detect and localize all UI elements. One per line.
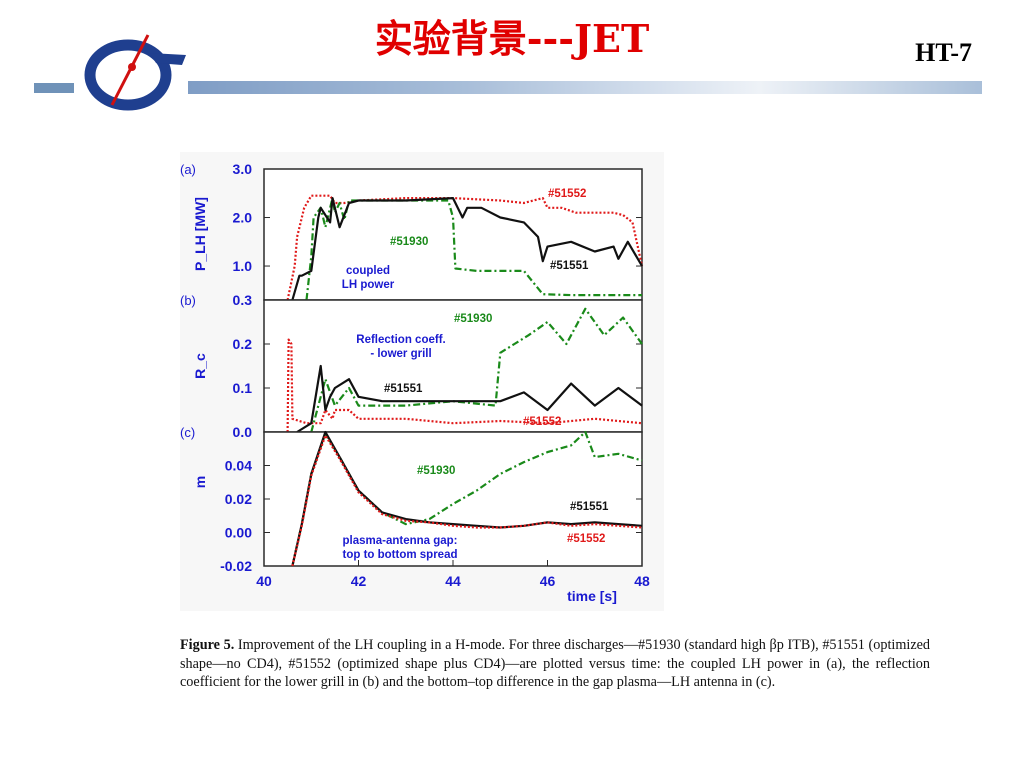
plot-frame-3 bbox=[263, 431, 643, 567]
y-axis-label: m bbox=[192, 476, 208, 488]
series-line-51551 bbox=[291, 196, 643, 301]
x-tick-label: 42 bbox=[351, 573, 367, 589]
x-tick-label: 44 bbox=[445, 573, 461, 589]
x-tick-label: 40 bbox=[256, 573, 272, 589]
y-tick-label: -0.02 bbox=[220, 558, 252, 574]
y-tick-label: 0.00 bbox=[225, 525, 252, 541]
chart-figure: (a) P_LH [MW] 3.0 2.0 1.0 0.3 coupled LH power #… bbox=[180, 161, 650, 604]
y-tick-label: 2.0 bbox=[233, 210, 253, 226]
figure-caption: Figure 5. Improvement of the LH coupling… bbox=[180, 636, 930, 692]
series-line-51552 bbox=[286, 194, 644, 301]
y-axis-label: R_c bbox=[192, 353, 208, 379]
panel-label: (a) bbox=[180, 162, 196, 177]
annotation-label: #51552 bbox=[567, 533, 605, 545]
annotation-label: coupled bbox=[346, 265, 390, 277]
header-bar-left bbox=[34, 83, 74, 93]
slide-tag: HT-7 bbox=[915, 38, 972, 67]
y-tick-label: 0.02 bbox=[225, 491, 252, 507]
ipp-logo-icon bbox=[84, 34, 186, 111]
annotation-label: #51930 bbox=[454, 313, 492, 325]
annotation-label: #51551 bbox=[570, 501, 609, 513]
series-line-51930 bbox=[310, 307, 643, 433]
series-line-51930 bbox=[305, 196, 642, 301]
series-line-51552 bbox=[286, 338, 643, 433]
x-tick-label: 46 bbox=[540, 573, 556, 589]
annotation-label: #51930 bbox=[417, 465, 455, 477]
annotation-label: top to bottom spread bbox=[343, 549, 458, 561]
annotation-label: #51552 bbox=[548, 188, 586, 200]
figure-panel: (a) P_LH [MW] 3.0 2.0 1.0 0.3 coupled LH power #… bbox=[180, 152, 664, 611]
caption-label: Figure 5. bbox=[180, 637, 235, 653]
annotation-label: LH power bbox=[342, 279, 395, 291]
y-tick-label: 3.0 bbox=[233, 161, 253, 177]
series-line-51552 bbox=[291, 434, 643, 567]
annotation-label: #51551 bbox=[384, 383, 423, 395]
y-tick-label: 0.2 bbox=[233, 336, 253, 352]
x-tick-label: 48 bbox=[634, 573, 650, 589]
panel-label: (c) bbox=[180, 425, 195, 440]
caption-text: Improvement of the LH coupling in a H-mo… bbox=[180, 637, 931, 691]
annotation-label: #51551 bbox=[550, 260, 589, 272]
y-tick-label: 0.3 bbox=[233, 292, 253, 308]
y-tick-label: 0.1 bbox=[233, 380, 253, 396]
y-tick-label: 0.0 bbox=[233, 424, 253, 440]
slide-title: 实验背景---JET bbox=[374, 16, 650, 61]
annotation-label: #51552 bbox=[523, 416, 561, 428]
panel-label: (b) bbox=[180, 293, 196, 308]
annotation-label: plasma-antenna gap: bbox=[342, 535, 457, 547]
y-tick-label: 0.04 bbox=[225, 458, 252, 474]
x-axis-label: time [s] bbox=[567, 588, 617, 604]
series-line-51551 bbox=[296, 364, 643, 433]
header-bar-right bbox=[188, 81, 982, 94]
y-axis-label: P_LH [MW] bbox=[192, 197, 208, 271]
y-tick-label: 1.0 bbox=[233, 258, 253, 274]
annotation-label: Reflection coeff. bbox=[356, 334, 445, 346]
annotation-label: #51930 bbox=[390, 236, 428, 248]
annotation-label: - lower grill bbox=[370, 348, 431, 360]
